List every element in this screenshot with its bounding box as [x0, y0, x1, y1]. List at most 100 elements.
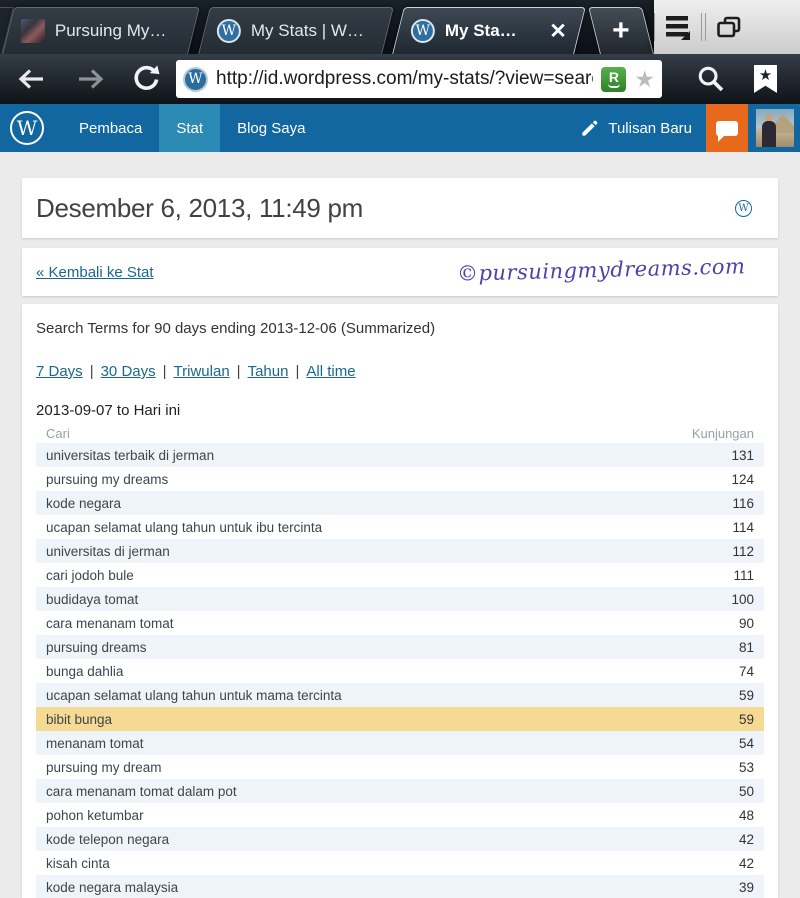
visit-count: 53	[738, 759, 754, 775]
visit-count: 54	[738, 735, 754, 751]
period-link-30-days[interactable]: 30 Days	[100, 363, 156, 380]
bookmark-star-icon[interactable]: ★	[634, 65, 655, 92]
table-row: cara menanam tomat 90	[36, 611, 764, 635]
search-term: kode telepon negara	[46, 831, 170, 847]
wordpress-favicon-icon: W	[183, 66, 208, 92]
visit-count: 111	[733, 567, 754, 583]
reader-badge-icon[interactable]: R	[601, 66, 627, 92]
visit-count: 100	[731, 591, 754, 607]
browser-tab-2[interactable]: W My Stats | W…	[198, 7, 394, 54]
period-link-7-days[interactable]: 7 Days	[36, 363, 83, 380]
url-text[interactable]: http://id.wordpress.com/my-stats/?view=s…	[216, 68, 593, 89]
table-row: budidaya tomat 100	[36, 587, 764, 611]
visit-count: 50	[738, 783, 754, 799]
visit-count: 124	[731, 471, 754, 487]
visit-count: 112	[732, 543, 754, 559]
plus-icon: +	[612, 14, 630, 47]
table-row: bunga dahlia 74	[36, 659, 764, 683]
tab-title: Pursuing My…	[54, 21, 167, 40]
avatar[interactable]	[756, 109, 794, 147]
url-field[interactable]: W http://id.wordpress.com/my-stats/?view…	[176, 60, 662, 98]
adminbar-item-blog-saya[interactable]: Blog Saya	[237, 119, 306, 137]
refresh-button[interactable]	[132, 65, 160, 93]
search-term: universitas di jerman	[46, 543, 170, 559]
tab-title: My Sta…	[444, 21, 517, 40]
browser-tab-strip: Pursuing My… W My Stats | W… W My Sta… ✕…	[0, 0, 800, 54]
search-term: kisah cinta	[46, 855, 110, 871]
table-row: ucapan selamat ulang tahun untuk mama te…	[36, 683, 764, 707]
table-row: kode telepon negara 42	[36, 827, 764, 851]
refresh-icon	[134, 65, 160, 90]
wordpress-logo[interactable]: W	[10, 111, 44, 145]
visit-count: 59	[738, 711, 754, 727]
windows-icon	[717, 16, 741, 38]
search-terms-card: Search Terms for 90 days ending 2013-12-…	[22, 304, 778, 898]
tab-title: My Stats | W…	[250, 21, 364, 40]
search-term: cara menanam tomat	[46, 615, 174, 631]
menu-icon	[666, 15, 690, 40]
search-button[interactable]	[696, 64, 726, 94]
table-row: menanam tomat 54	[36, 731, 764, 755]
bookmarks-button[interactable]: ★	[754, 65, 777, 93]
tabs-overview-button[interactable]	[706, 15, 752, 39]
visit-count: 74	[738, 663, 754, 679]
visit-count: 90	[738, 615, 754, 631]
table-row: pursuing dreams 81	[36, 635, 764, 659]
table-row: kisah cinta 42	[36, 851, 764, 875]
visit-count: 42	[738, 855, 754, 871]
table-row: cara menanam tomat dalam pot 50	[36, 779, 764, 803]
visit-count: 39	[738, 879, 754, 895]
browser-tab-3-active[interactable]: W My Sta… ✕	[392, 7, 586, 54]
back-nav-card: « Kembali ke Stat ©pursuingmydreams.com	[22, 248, 778, 296]
search-term: pursuing dreams	[46, 639, 147, 655]
browser-tab-1[interactable]: Pursuing My…	[2, 7, 200, 54]
search-term: kode negara	[46, 495, 122, 511]
search-terms-summary: Search Terms for 90 days ending 2013-12-…	[36, 320, 436, 337]
forward-button[interactable]	[76, 67, 106, 91]
new-tab-button[interactable]: +	[588, 7, 654, 54]
search-term: bunga dahlia	[46, 663, 124, 679]
wordpress-favicon-icon: W	[410, 19, 435, 43]
visit-count: 42	[738, 831, 754, 847]
divider	[701, 13, 702, 41]
visit-count: 116	[732, 495, 754, 511]
back-to-stats-link[interactable]: « Kembali ke Stat	[36, 263, 154, 281]
table-row: bibit bunga 59	[36, 707, 764, 731]
period-link-triwulan[interactable]: Triwulan	[173, 363, 230, 380]
search-icon	[698, 66, 724, 92]
search-term: universitas terbaik di jerman	[46, 447, 215, 463]
wordpress-badge-icon[interactable]: W	[735, 199, 752, 217]
adminbar-item-stat[interactable]: Stat	[159, 104, 221, 152]
close-tab-icon[interactable]: ✕	[549, 19, 567, 43]
table-row: cari jodoh bule 111	[36, 563, 764, 587]
speech-bubble-icon	[716, 120, 738, 142]
wordpress-admin-bar: W Pembaca Stat Blog Saya Tulisan Baru	[0, 104, 800, 152]
search-term: ucapan selamat ulang tahun untuk ibu ter…	[46, 519, 323, 535]
notifications-button[interactable]	[706, 104, 748, 152]
back-arrow-icon	[18, 69, 43, 89]
back-button[interactable]	[16, 67, 46, 91]
column-header-cari: Cari	[46, 425, 70, 441]
search-terms-table-body: universitas terbaik di jerman 131 pursui…	[36, 443, 764, 898]
search-term: pursuing my dream	[46, 759, 162, 775]
page-content: Desember 6, 2013, 11:49 pm W « Kembali k…	[0, 152, 800, 898]
period-link-tahun[interactable]: Tahun	[247, 363, 289, 380]
browser-address-bar: W http://id.wordpress.com/my-stats/?view…	[0, 54, 800, 104]
table-row: pursuing my dream 53	[36, 755, 764, 779]
divider	[654, 13, 655, 41]
table-row: universitas terbaik di jerman 131	[36, 443, 764, 467]
bookmark-ribbon-icon: ★	[754, 65, 777, 93]
browser-menu-button[interactable]	[655, 14, 701, 41]
period-link-all-time[interactable]: All time	[306, 363, 356, 380]
visit-count: 59	[738, 687, 754, 703]
search-term: ucapan selamat ulang tahun untuk mama te…	[46, 687, 342, 703]
column-header-kunjungan: Kunjungan	[691, 425, 754, 441]
visit-count: 81	[738, 639, 754, 655]
date-range: 2013-09-07 to Hari ini	[36, 402, 181, 419]
search-term: cari jodoh bule	[46, 567, 134, 583]
adminbar-item-pembaca[interactable]: Pembaca	[79, 119, 143, 137]
table-row: pohon ketumbar 48	[36, 803, 764, 827]
new-post-button[interactable]: Tulisan Baru	[566, 104, 706, 152]
table-row: universitas di jerman 112	[36, 539, 764, 563]
